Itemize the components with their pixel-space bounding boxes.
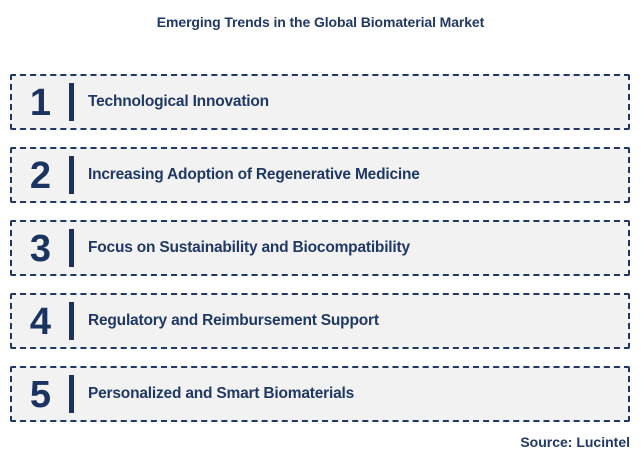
divider-bar <box>69 229 74 267</box>
trend-label: Technological Innovation <box>88 93 269 110</box>
trend-row-3: 3 Focus on Sustainability and Biocompati… <box>10 220 630 276</box>
trend-label: Personalized and Smart Biomaterials <box>88 385 355 402</box>
trend-number: 1 <box>29 82 52 124</box>
trend-number: 5 <box>29 374 52 416</box>
trend-number: 4 <box>29 301 52 343</box>
divider-bar <box>69 302 74 340</box>
trend-row-1: 1 Technological Innovation <box>10 74 630 130</box>
trend-row-5: 5 Personalized and Smart Biomaterials <box>10 366 630 422</box>
divider-bar <box>69 83 74 121</box>
trend-number: 3 <box>29 228 52 270</box>
divider-bar <box>69 375 74 413</box>
divider-bar <box>69 156 74 194</box>
trend-label: Regulatory and Reimbursement Support <box>88 312 379 329</box>
source-attribution: Source: Lucintel <box>520 434 630 450</box>
trend-label: Focus on Sustainability and Biocompatibi… <box>88 239 410 256</box>
trend-label: Increasing Adoption of Regenerative Medi… <box>88 166 420 183</box>
trend-list: 1 Technological Innovation 2 Increasing … <box>10 74 630 422</box>
page-title: Emerging Trends in the Global Biomateria… <box>156 14 485 30</box>
trend-row-4: 4 Regulatory and Reimbursement Support <box>10 293 630 349</box>
trend-row-2: 2 Increasing Adoption of Regenerative Me… <box>10 147 630 203</box>
trend-number: 2 <box>29 155 52 197</box>
